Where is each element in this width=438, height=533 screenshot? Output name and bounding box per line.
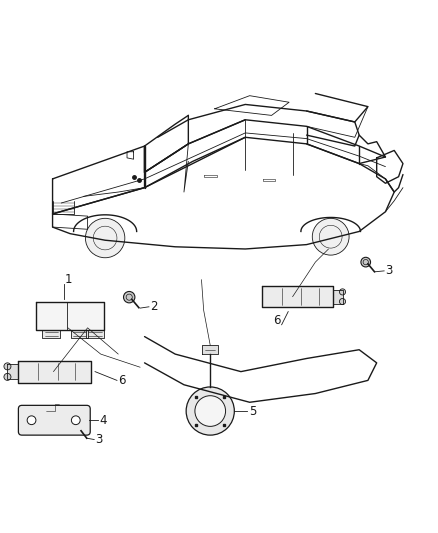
Text: 4: 4 bbox=[99, 414, 106, 427]
Text: 5: 5 bbox=[249, 405, 256, 417]
Circle shape bbox=[4, 374, 11, 381]
Circle shape bbox=[186, 387, 234, 435]
Circle shape bbox=[4, 363, 11, 370]
Circle shape bbox=[71, 416, 80, 425]
Polygon shape bbox=[18, 361, 91, 383]
Text: 3: 3 bbox=[385, 264, 393, 277]
Circle shape bbox=[339, 298, 346, 304]
Text: 6: 6 bbox=[118, 374, 126, 387]
Polygon shape bbox=[7, 364, 18, 379]
Polygon shape bbox=[42, 330, 60, 338]
Text: 2: 2 bbox=[150, 300, 158, 313]
Text: 6: 6 bbox=[273, 314, 281, 327]
Polygon shape bbox=[71, 330, 88, 338]
Polygon shape bbox=[36, 302, 104, 330]
Circle shape bbox=[361, 257, 371, 267]
FancyBboxPatch shape bbox=[18, 405, 90, 435]
Polygon shape bbox=[202, 345, 218, 354]
Polygon shape bbox=[262, 286, 333, 307]
Circle shape bbox=[27, 416, 36, 425]
Circle shape bbox=[195, 395, 226, 426]
Polygon shape bbox=[333, 290, 343, 304]
Polygon shape bbox=[86, 330, 104, 338]
Circle shape bbox=[312, 219, 349, 255]
Circle shape bbox=[124, 292, 135, 303]
Circle shape bbox=[85, 219, 125, 258]
Text: 3: 3 bbox=[95, 433, 102, 446]
Circle shape bbox=[339, 289, 346, 295]
Circle shape bbox=[74, 424, 84, 433]
Text: 1: 1 bbox=[65, 273, 72, 286]
